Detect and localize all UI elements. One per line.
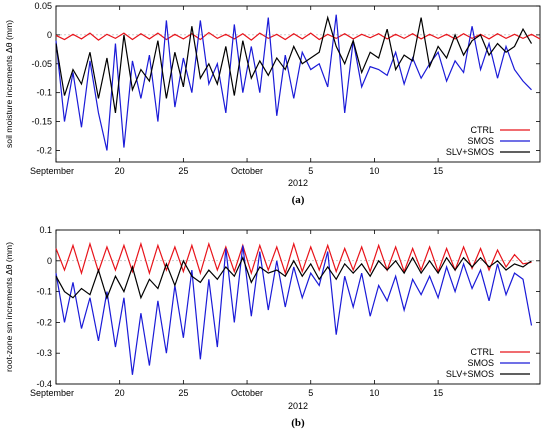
legend-label-ctrl-a: CTRL xyxy=(470,125,494,135)
x-tick-label-a: October xyxy=(231,166,263,176)
x-tick-label-a: 5 xyxy=(308,166,313,176)
series-lines-b xyxy=(55,241,533,375)
x-tick-label-a: September xyxy=(30,166,74,176)
panel-caption-b: (b) xyxy=(291,417,305,429)
x-tick-label-b: 10 xyxy=(369,388,379,398)
y-tick-label-b: -0.3 xyxy=(36,348,52,358)
x-tick-label-a: 15 xyxy=(433,166,443,176)
panel-a: 0.05 0 -0.05 -0.1 -0.15 -0.2 September 20 25 Oct… xyxy=(4,1,541,206)
legend-label-slv-smos-b: SLV+SMOS xyxy=(446,369,494,379)
y-tick-label-b: -0.2 xyxy=(36,317,52,327)
series-line-slv-smos-b xyxy=(55,256,532,300)
x-ticks-a: September 20 25 October 5 10 15 xyxy=(30,6,443,176)
x-tick-label-b: September xyxy=(30,388,74,398)
legend-label-slv-smos-a: SLV+SMOS xyxy=(446,147,494,157)
y-tick-label-b: -0.4 xyxy=(36,379,52,389)
y-tick-label-a: -0.05 xyxy=(31,59,52,69)
x-tick-label-a: 20 xyxy=(115,166,125,176)
y-tick-label-b: 0 xyxy=(47,256,52,266)
x-tick-label-a: 10 xyxy=(369,166,379,176)
x-tick-label-b: October xyxy=(231,388,263,398)
y-ticks-a: 0.05 0 -0.05 -0.1 -0.15 -0.2 xyxy=(31,1,540,155)
x-tick-label-b: 20 xyxy=(115,388,125,398)
y-tick-label-a: 0 xyxy=(47,30,52,40)
x-tick-label-b: 25 xyxy=(178,388,188,398)
series-line-slv-smos-a xyxy=(55,15,533,113)
x-ticks-b: September 20 25 October 5 10 15 xyxy=(30,230,443,398)
y-tick-label-a: 0.05 xyxy=(34,1,52,11)
series-lines-a xyxy=(55,14,541,151)
y-tick-label-b: 0.1 xyxy=(39,225,52,235)
legend-label-smos-a: SMOS xyxy=(467,136,494,146)
x-axis-label-a: 2012 xyxy=(288,178,308,188)
y-tick-label-a: -0.2 xyxy=(36,145,52,155)
x-tick-label-a: 25 xyxy=(178,166,188,176)
y-ticks-b: 0.1 0 -0.1 -0.2 -0.3 -0.4 xyxy=(36,225,540,389)
plot-frame-a xyxy=(55,5,541,163)
series-line-smos-b xyxy=(55,245,533,375)
x-axis-label-b: 2012 xyxy=(288,401,308,411)
y-tick-label-b: -0.1 xyxy=(36,287,52,297)
y-tick-label-a: -0.1 xyxy=(36,88,52,98)
plot-frame-b xyxy=(55,229,541,385)
series-line-ctrl-a xyxy=(55,31,541,41)
x-tick-label-b: 15 xyxy=(433,388,443,398)
x-tick-label-b: 5 xyxy=(308,388,313,398)
y-axis-label-b: root-zone sm increments Δθ (mm) xyxy=(4,242,14,372)
y-tick-label-a: -0.15 xyxy=(31,117,52,127)
series-line-smos-a xyxy=(55,14,532,151)
legend-label-ctrl-b: CTRL xyxy=(470,347,494,357)
panel-caption-a: (a) xyxy=(292,194,305,206)
legend-label-smos-b: SMOS xyxy=(467,358,494,368)
series-line-ctrl-b xyxy=(55,241,532,276)
y-axis-label-a: soil moisture increments Δθ (mm) xyxy=(4,20,14,148)
panel-b: 0.1 0 -0.1 -0.2 -0.3 -0.4 September 20 25 Octobe… xyxy=(4,225,541,429)
